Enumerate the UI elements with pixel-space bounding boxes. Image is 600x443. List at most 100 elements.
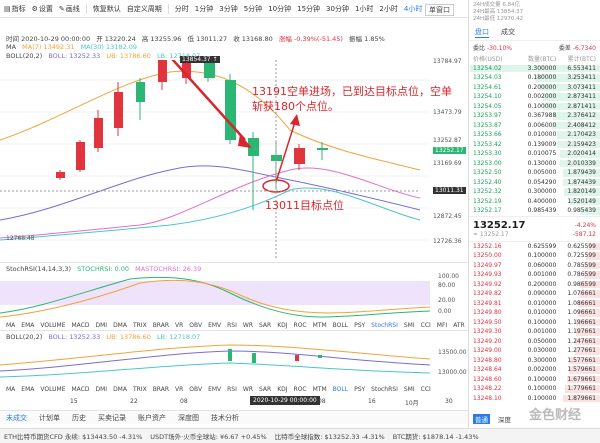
indicator-tab-cci[interactable]: CCI (420, 321, 431, 329)
bottom-tab-4[interactable]: 账户资产 (138, 413, 166, 422)
ask-row[interactable]: 13248.80 0.300000 1.577661 (469, 356, 600, 366)
candlestick-chart[interactable] (0, 60, 468, 260)
tab-orderbook[interactable]: 盘口 (475, 28, 489, 38)
toolbar-item-7[interactable]: 3分钟 (219, 4, 237, 14)
toolbar-item-2[interactable]: ✎画线 (59, 4, 80, 14)
indicator-tab-dmi[interactable]: DMI (95, 321, 108, 329)
indicator-tab2-brar[interactable]: BRAR (152, 385, 170, 393)
indicator-tab-ema[interactable]: EMA (21, 321, 35, 329)
bottom-tab-6[interactable]: 技术分析 (211, 413, 239, 422)
toolbar-item-10[interactable]: 15分钟 (297, 4, 320, 14)
indicator-tab-ma[interactable]: MA (6, 321, 16, 329)
bid-row[interactable]: 13252.50 0.005000 1.879439 (469, 168, 600, 178)
indicator-tab-wr[interactable]: WR (242, 321, 253, 329)
toolbar-item-1[interactable]: ⚙设置 (32, 4, 53, 14)
indicator-tab2-volume[interactable]: VOLUME (40, 385, 66, 393)
ask-row[interactable]: 13248.64 0.002000 1.579661 (469, 365, 600, 375)
bid-row[interactable]: 13254.03 0.180000 3.253411 (469, 73, 600, 83)
bid-row[interactable]: 13252.17 0.985439 0.985439 (469, 206, 600, 216)
bid-row[interactable]: 13254.05 0.100000 2.871411 (469, 102, 600, 112)
indicator-tab-vr[interactable]: VR (175, 321, 184, 329)
ask-row[interactable]: 13249.20 0.050000 1.247661 (469, 337, 600, 347)
indicator-tab-macd[interactable]: MACD (71, 321, 90, 329)
ask-row[interactable]: 13252.16 0.625599 0.625599 (469, 242, 600, 252)
indicator-tab2-boll[interactable]: BOLL (332, 385, 349, 393)
ask-row[interactable]: 13249.80 0.010000 1.096661 (469, 308, 600, 318)
indicator-tab2-wr[interactable]: WR (242, 385, 253, 393)
toolbar-item-0[interactable]: ▤指标 (4, 4, 26, 14)
toolbar-item-14[interactable]: 4小时 (404, 4, 422, 14)
tab-depth[interactable]: 深度 (498, 416, 511, 424)
bottom-tab-5[interactable]: 深度图 (178, 413, 199, 422)
indicator-tab2-kdj[interactable]: KDJ (277, 385, 288, 393)
ask-row[interactable]: 13249.30 0.001000 1.197661 (469, 327, 600, 337)
indicator-tab-sar[interactable]: SAR (259, 321, 272, 329)
toolbar-item-12[interactable]: 1小时 (355, 4, 373, 14)
indicator-tab-dma[interactable]: DMA (113, 321, 127, 329)
status-item-5[interactable]: BTC期货: $1878.14 -1.43% (392, 433, 479, 441)
indicator-tab2-psy[interactable]: PSY (354, 385, 366, 393)
toolbar-item-5[interactable]: 分时 (175, 4, 189, 14)
ma-label[interactable]: MA (6, 43, 17, 51)
bid-row[interactable]: 13252.40 0.054290 1.874439 (469, 178, 600, 188)
indicator-tab-obv[interactable]: OBV (189, 321, 203, 329)
indicator-tab2-dmi[interactable]: DMI (95, 385, 108, 393)
ask-row[interactable]: 13249.97 0.060000 0.785599 (469, 261, 600, 271)
toolbar-item-6[interactable]: 1分钟 (195, 4, 213, 14)
bid-row[interactable]: 13253.00 0.130000 2.010339 (469, 159, 600, 169)
ask-row[interactable]: 13248.22 0.100000 1.779661 (469, 384, 600, 394)
ask-row[interactable]: 13248.60 0.100000 1.679661 (469, 375, 600, 385)
indicator-tab2-dma[interactable]: DMA (113, 385, 127, 393)
tab-trades[interactable]: 成交 (501, 28, 515, 36)
ask-row[interactable]: 13249.50 0.100000 1.196661 (469, 318, 600, 328)
indicator-tab-smi[interactable]: SMI (403, 321, 415, 329)
indicator-tab2-smi[interactable]: SMI (403, 385, 415, 393)
indicator-tab-rsi[interactable]: RSI (227, 321, 237, 329)
indicator-tab-trix[interactable]: TRIX (132, 321, 147, 329)
toolbar-item-8[interactable]: 5分钟 (244, 4, 262, 14)
bottom-tab-3[interactable]: 买卖记录 (98, 413, 126, 422)
indicator-tab2-obv[interactable]: OBV (189, 385, 203, 393)
ask-row[interactable]: 13249.93 0.001000 0.786599 (469, 270, 600, 280)
status-item-2[interactable]: USDT场外·火币全球站: ¥6.67 +0.45% (150, 433, 267, 441)
indicator-tab2-rsi[interactable]: RSI (227, 385, 237, 393)
bottom-tab-0[interactable]: 未成交 (6, 413, 27, 422)
indicator-tab2-emv[interactable]: EMV (208, 385, 222, 393)
toolbar-item-9[interactable]: 10分钟 (268, 4, 291, 14)
indicator-tab2-roc[interactable]: ROC (293, 385, 307, 393)
toolbar-item-3[interactable]: 恢复默认 (93, 4, 121, 14)
ask-row[interactable]: 13249.00 0.030000 1.277661 (469, 346, 600, 356)
bid-row[interactable]: 13253.87 0.006000 2.408412 (469, 121, 600, 131)
status-item-3[interactable]: 比特币全球指数: $13252.33 -4.31% (274, 433, 385, 441)
indicator-tab-kdj[interactable]: KDJ (277, 321, 288, 329)
bid-row[interactable]: 13254.61 0.200000 3.073411 (469, 83, 600, 93)
ask-row[interactable]: 13250.00 0.100000 0.725599 (469, 251, 600, 261)
ask-row[interactable]: 13249.82 0.090000 1.076661 (469, 289, 600, 299)
tab-normal[interactable]: 普通 (473, 414, 490, 424)
bid-row[interactable]: 13253.30 0.010075 2.020414 (469, 149, 600, 159)
bid-row[interactable]: 13252.32 0.300000 1.820149 (469, 187, 600, 197)
indicator-tab-brar[interactable]: BRAR (152, 321, 170, 329)
indicator-tab2-ema[interactable]: EMA (21, 385, 35, 393)
bid-row[interactable]: 13254.02 3.300000 6.553411 (469, 64, 600, 74)
indicator-tab2-vr[interactable]: VR (175, 385, 184, 393)
toolbar-item-4[interactable]: 自定义周期 (127, 4, 162, 14)
indicator-tab-mfi[interactable]: MFI (436, 321, 448, 329)
toolbar-item-13[interactable]: 2小时 (379, 4, 397, 14)
indicator-tab2-ma[interactable]: MA (6, 385, 16, 393)
indicator-tab-volume[interactable]: VOLUME (40, 321, 66, 329)
bottom-tab-1[interactable]: 计划单 (39, 413, 60, 422)
bid-row[interactable]: 13252.19 0.400000 1.520149 (469, 197, 600, 207)
bottom-tab-2[interactable]: 历史 (72, 413, 86, 422)
indicator-tab-atr[interactable]: ATR (453, 321, 465, 329)
bid-row[interactable]: 13254.10 0.002000 2.873411 (469, 92, 600, 102)
bid-row[interactable]: 13253.42 0.139009 2.159423 (469, 140, 600, 150)
indicator-tab2-stochrsi[interactable]: StochRSI (371, 385, 398, 393)
bid-row[interactable]: 13253.66 0.010000 2.170423 (469, 130, 600, 140)
indicator-tab-roc[interactable]: ROC (293, 321, 307, 329)
indicator-tab2-cci[interactable]: CCI (420, 385, 431, 393)
indicator-tab2-sar[interactable]: SAR (259, 385, 272, 393)
indicator-tab2-mtm[interactable]: MTM (312, 385, 327, 393)
ask-row[interactable]: 13248.10 0.100000 1.879661 (469, 394, 600, 404)
indicator-tab2-trix[interactable]: TRIX (132, 385, 147, 393)
